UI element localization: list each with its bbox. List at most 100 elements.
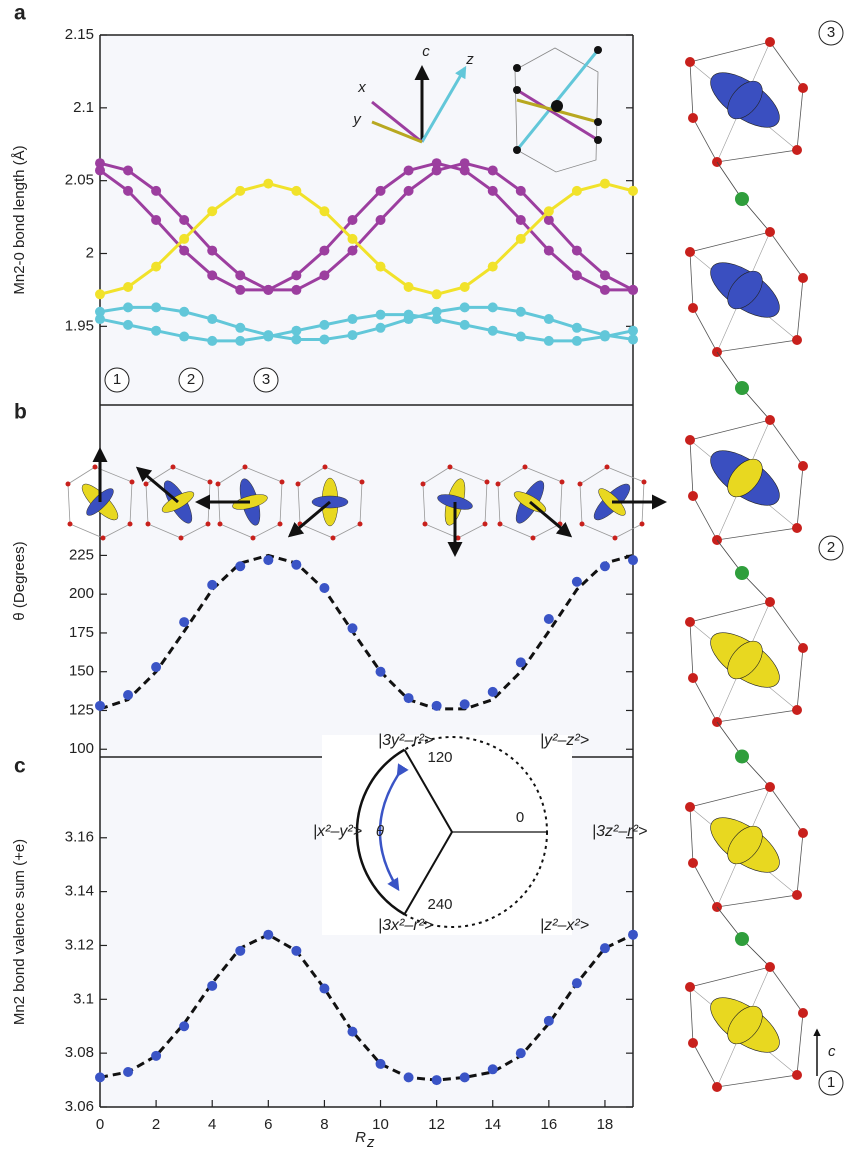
annotation: x: [357, 79, 366, 96]
annotation: z: [465, 51, 474, 68]
data-point: [487, 325, 498, 336]
oxygen: [798, 1008, 808, 1018]
data-point: [599, 284, 610, 295]
data-point: [151, 325, 162, 336]
x-tick-label: 0: [96, 1116, 104, 1133]
data-point: [347, 623, 358, 634]
oxygen: [688, 113, 698, 123]
data-point: [179, 306, 190, 317]
data-point: [487, 165, 498, 176]
data-point: [459, 1072, 470, 1083]
x-tick-label: 10: [372, 1116, 389, 1133]
data-point: [403, 185, 414, 196]
y-tick-label: 3.08: [65, 1044, 94, 1061]
marker-circle: [818, 1070, 844, 1096]
y-tick-label: 3.12: [65, 936, 94, 953]
data-point: [123, 319, 134, 330]
y-tick-label: 3.14: [65, 883, 94, 900]
oxygen: [685, 435, 695, 445]
data-point: [543, 314, 554, 325]
oxygen: [215, 481, 221, 487]
data-point: [123, 185, 134, 196]
data-point: [571, 978, 582, 989]
oxygen: [712, 1082, 722, 1092]
orbital-lobe: [727, 458, 763, 498]
oxygen: [579, 521, 585, 527]
cation: [735, 381, 749, 395]
oxygen: [798, 643, 808, 653]
oxygen: [277, 521, 283, 527]
x-axis-label: R: [355, 1129, 366, 1146]
data-point: [403, 282, 414, 293]
data-point: [207, 314, 218, 325]
data-point: [179, 233, 190, 244]
data-point: [179, 245, 190, 256]
data-point: [123, 1067, 134, 1077]
plot-background: [100, 405, 633, 757]
oxygen: [688, 491, 698, 501]
data-point: [459, 282, 470, 293]
data-point: [628, 334, 638, 345]
data-point: [263, 178, 274, 189]
x-tick-label: 12: [428, 1116, 445, 1133]
backgrounds: [100, 35, 633, 1107]
series-line: [99, 182, 634, 296]
data-point: [291, 559, 302, 570]
orbital-lobe: [727, 80, 763, 120]
angle-diagram: [322, 735, 572, 935]
data-point: [95, 700, 105, 711]
data-point: [319, 206, 330, 217]
annotation: |3z²–r²>: [592, 823, 647, 840]
y-tick-label: 175: [69, 624, 94, 641]
data-point: [179, 215, 190, 225]
oxygen: [497, 521, 503, 527]
oxygen: [205, 521, 211, 527]
oxygen: [765, 782, 775, 792]
data-point: [95, 1072, 105, 1083]
data-point: [263, 331, 274, 342]
data-point: [431, 289, 442, 300]
data-point: [123, 282, 134, 293]
marker-circle: [178, 367, 204, 393]
data-point: [179, 617, 190, 628]
data-point: [207, 270, 218, 281]
data-point: [291, 334, 302, 345]
x-tick-label: 14: [484, 1116, 501, 1133]
data-point: [263, 929, 274, 940]
data-point: [431, 1075, 442, 1086]
data-point: [571, 185, 582, 196]
data-point: [123, 689, 134, 700]
marker-circle: [818, 535, 844, 561]
data-point: [291, 270, 302, 281]
annotation: |3y²–r²>: [378, 732, 433, 749]
data-point: [571, 322, 582, 333]
annotation: |z²–x²>: [540, 917, 589, 934]
data-point: [263, 284, 274, 295]
series-line: [99, 932, 634, 1082]
data-point: [123, 302, 134, 313]
data-point: [291, 325, 302, 336]
structure-label: 1: [827, 1074, 835, 1091]
marker-circle: [104, 367, 130, 393]
bond: [741, 387, 771, 421]
data-point: [487, 686, 498, 697]
y-axis-label: Mn2-0 bond length (Å): [11, 145, 28, 294]
oxygen: [798, 83, 808, 93]
data-point: [515, 233, 526, 244]
oxygen: [250, 535, 256, 541]
data-point: [95, 306, 105, 317]
data-point: [347, 314, 358, 325]
oxygen: [685, 802, 695, 812]
data-point: [515, 306, 526, 317]
data-point: [628, 555, 638, 566]
x-tick-label: 18: [597, 1116, 614, 1133]
data-point: [319, 983, 330, 994]
y-tick-label: 1.95: [65, 317, 94, 334]
bond: [716, 721, 743, 757]
oxygen: [178, 535, 184, 541]
orientation-arrow: [287, 500, 331, 538]
y-tick-label: 3.1: [73, 990, 94, 1007]
structure-label: 3: [827, 24, 835, 41]
data-point: [235, 561, 246, 572]
